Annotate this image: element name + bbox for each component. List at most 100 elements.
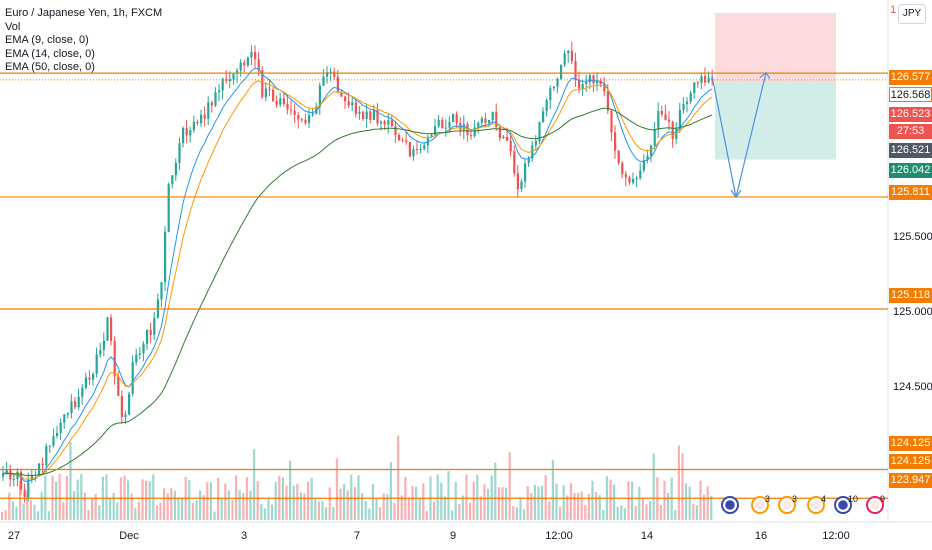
price-tag[interactable]: 126.521 <box>889 143 932 158</box>
event-icon[interactable] <box>778 496 796 514</box>
volume-indicator-label[interactable]: Vol <box>5 20 21 33</box>
volume-bar <box>220 498 223 520</box>
volume-bar <box>307 481 310 520</box>
candle <box>408 142 411 157</box>
volume-bar <box>98 505 101 520</box>
volume-bar <box>706 486 709 520</box>
candle <box>405 140 408 143</box>
volume-bar <box>73 491 76 520</box>
volume-bar <box>695 505 698 520</box>
candle <box>516 173 519 190</box>
volume-bar <box>641 498 644 520</box>
price-tag[interactable]: 124.125 <box>889 436 932 451</box>
candle <box>689 92 692 102</box>
price-tag[interactable]: 123.947 <box>889 473 932 488</box>
price-tag[interactable]: 126.042 <box>889 163 932 178</box>
volume-bar <box>1 511 4 520</box>
ema50-indicator-label[interactable]: EMA (50, close, 0) <box>5 61 95 73</box>
candle <box>200 114 203 124</box>
volume-bar <box>105 474 108 520</box>
volume-bar <box>328 487 331 520</box>
candle <box>545 100 548 112</box>
event-icon[interactable] <box>807 496 825 514</box>
candle <box>470 135 473 137</box>
volume-bar <box>562 485 565 520</box>
candle <box>167 184 170 232</box>
volume-bar <box>580 491 583 520</box>
ema9-indicator-label[interactable]: EMA (9, close, 0) <box>5 34 89 46</box>
price-tag[interactable]: 126.577 <box>889 70 932 85</box>
candle <box>250 51 253 58</box>
candle <box>524 163 527 182</box>
volume-bar <box>253 449 256 520</box>
chart-legend: Euro / Japanese Yen, 1h, FXCM Vol EMA (9… <box>5 7 162 75</box>
volume-bar <box>443 496 446 520</box>
candle <box>110 317 113 342</box>
volume-bar <box>325 507 328 520</box>
event-icon[interactable] <box>866 496 884 514</box>
event-icon[interactable] <box>751 496 769 514</box>
volume-bar <box>15 506 18 520</box>
candle <box>311 113 314 116</box>
candle <box>653 129 656 146</box>
candle <box>5 470 8 474</box>
volume-bar <box>350 474 353 520</box>
candle <box>596 80 599 84</box>
price-tag[interactable]: 124.125 <box>889 454 932 469</box>
candle <box>527 158 530 164</box>
candle <box>81 387 84 397</box>
projection-arrow <box>759 71 771 79</box>
candle <box>628 177 631 183</box>
price-tag[interactable]: 126.523 <box>889 107 932 122</box>
candle <box>149 329 152 335</box>
volume-bar <box>55 481 58 520</box>
volume-bar <box>595 492 598 520</box>
candle <box>466 124 469 136</box>
price-tag[interactable]: 125.118 <box>889 288 932 303</box>
currency-button[interactable]: JPY <box>898 4 926 24</box>
candle <box>106 317 109 341</box>
candle <box>423 145 426 150</box>
volume-bar <box>519 497 522 520</box>
volume-bar <box>346 490 349 520</box>
event-icon[interactable] <box>834 496 852 514</box>
volume-bar <box>361 493 364 520</box>
symbol-title[interactable]: Euro / Japanese Yen, 1h, FXCM <box>5 7 163 19</box>
candle <box>430 134 433 137</box>
candle <box>95 354 98 374</box>
price-tag[interactable]: 27:53 <box>889 124 932 139</box>
candle <box>498 127 501 139</box>
time-tick-label: 14 <box>640 530 654 542</box>
candle <box>671 121 674 140</box>
candle <box>12 478 15 480</box>
volume-bar <box>310 477 313 520</box>
candle <box>232 73 235 80</box>
candle <box>308 115 311 124</box>
candle <box>275 100 278 105</box>
volume-bar <box>8 492 11 520</box>
volume-bar <box>116 502 119 520</box>
volume-bar <box>508 452 511 520</box>
price-tag[interactable]: 126.568 <box>889 87 932 102</box>
candle <box>246 57 249 66</box>
candle <box>617 150 620 164</box>
candle <box>221 78 224 91</box>
candle <box>362 111 365 120</box>
volume-bar <box>533 484 536 520</box>
volume-bar <box>465 474 468 520</box>
candle <box>484 118 487 123</box>
volume-bar <box>634 506 637 520</box>
ema14-indicator-label[interactable]: EMA (14, close, 0) <box>5 47 95 60</box>
event-icon[interactable] <box>721 496 739 514</box>
volume-bar <box>206 482 209 520</box>
volume-bar <box>674 509 677 520</box>
volume-bar <box>411 485 414 520</box>
volume-bar <box>242 493 245 520</box>
volume-bar <box>447 471 450 520</box>
candle <box>282 98 285 104</box>
price-tag[interactable]: 125.811 <box>889 185 932 200</box>
volume-bar <box>623 508 626 520</box>
candle <box>146 329 149 344</box>
candle <box>549 88 552 101</box>
